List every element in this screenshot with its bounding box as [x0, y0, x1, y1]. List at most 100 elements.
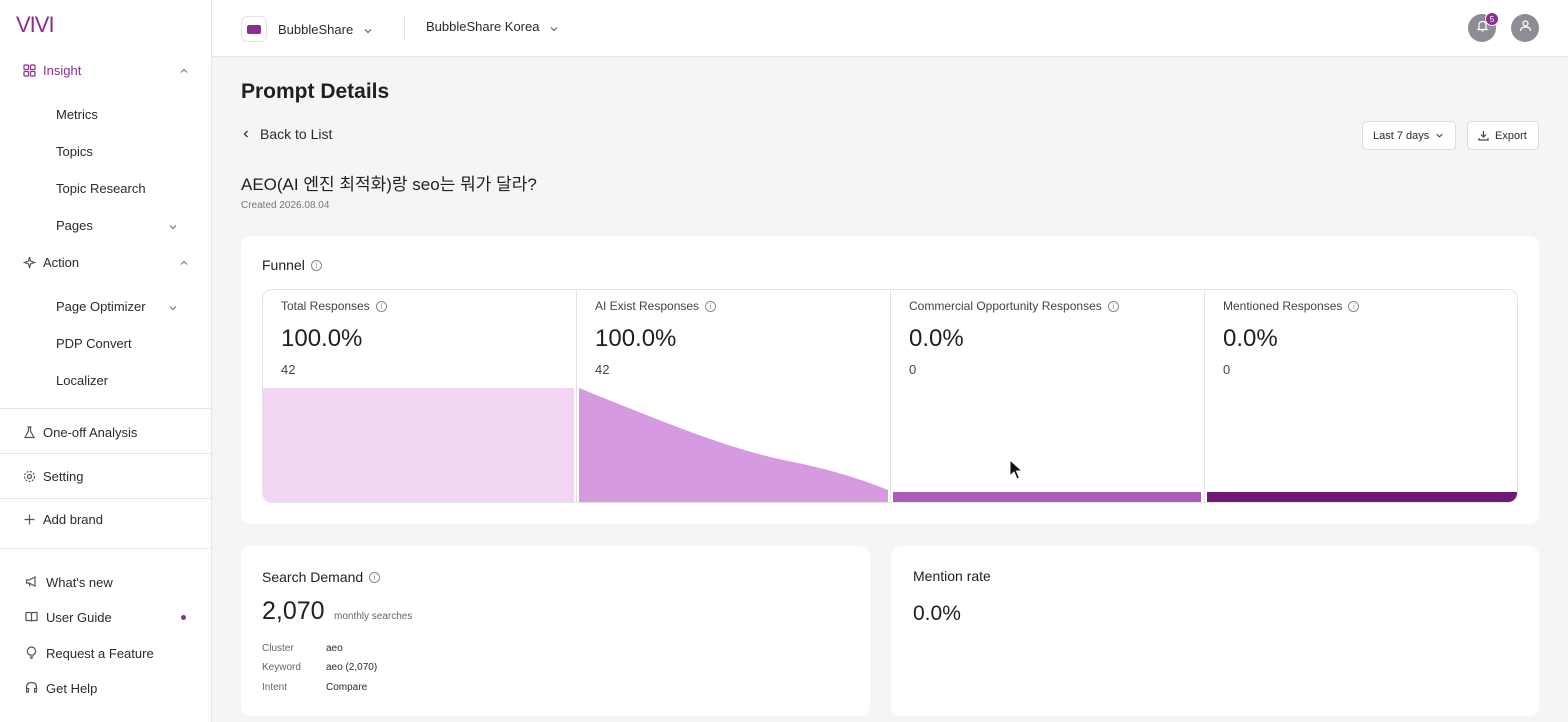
back-label: Back to List	[260, 126, 333, 142]
stage-percent: 0.0%	[909, 325, 964, 352]
info-icon[interactable]: i	[375, 300, 387, 312]
gear-icon	[22, 469, 36, 483]
brand-logo-icon	[241, 16, 267, 42]
sidebar-divider	[0, 548, 211, 549]
stage-label: Mentioned Responses i	[1223, 299, 1360, 313]
nav-setting-label: Setting	[43, 468, 84, 484]
chevron-down-icon	[1435, 131, 1444, 140]
info-icon[interactable]: i	[1107, 300, 1119, 312]
nav-whats-new-label: What's new	[46, 574, 113, 590]
funnel-chart: Total Responses i 100.0% 42 AI Exist Resp…	[262, 289, 1518, 503]
sidebar: VIVI Insight Metrics Topics Topic Resear…	[0, 0, 212, 722]
headset-icon	[25, 681, 39, 695]
chevron-down-icon	[168, 220, 178, 230]
info-icon[interactable]: i	[369, 571, 381, 583]
lightbulb-icon	[25, 646, 39, 660]
stage-percent: 100.0%	[595, 325, 677, 352]
funnel-title: Funnel i	[262, 257, 322, 273]
user-avatar[interactable]	[1511, 14, 1539, 42]
funnel-bar-mentioned	[1207, 492, 1517, 502]
mention-rate-title: Mention rate	[913, 568, 991, 584]
info-icon[interactable]: i	[310, 259, 322, 271]
stage-label-text: AI Exist Responses	[595, 299, 700, 313]
nav-topics[interactable]: Topics	[56, 143, 93, 159]
prompt-title: AEO(AI 엔진 최적화)랑 seo는 뭐가 달라?	[241, 175, 537, 194]
search-demand-title: Search Demand i	[262, 569, 381, 585]
top-header: BubbleShare BubbleShare Korea 5	[212, 0, 1568, 57]
app-logo: VIVI	[16, 12, 55, 37]
nav-insight-label: Insight	[43, 62, 82, 78]
info-icon[interactable]: i	[705, 300, 717, 312]
sidebar-divider	[0, 453, 211, 454]
mouse-cursor-icon	[1009, 459, 1024, 480]
funnel-stage-mentioned: Mentioned Responses i 0.0% 0	[1204, 290, 1517, 502]
nav-one-off-analysis[interactable]: One-off Analysis	[0, 414, 211, 450]
intent-key: Intent	[262, 682, 288, 693]
stage-label: Total Responses i	[281, 299, 387, 313]
funnel-bar-ai-exist	[579, 388, 888, 502]
page-title: Prompt Details	[241, 80, 390, 103]
cluster-key: Cluster	[262, 643, 294, 654]
header-divider	[404, 16, 405, 41]
stage-percent: 100.0%	[281, 325, 363, 352]
nav-action[interactable]: Action	[0, 244, 211, 280]
sidebar-divider	[0, 408, 211, 409]
nav-localizer[interactable]: Localizer	[56, 372, 109, 388]
grid-icon	[22, 63, 36, 77]
funnel-title-text: Funnel	[262, 257, 305, 273]
flask-icon	[22, 425, 36, 439]
chevron-left-icon	[243, 130, 248, 138]
back-to-list-link[interactable]: Back to List	[241, 126, 332, 142]
notification-badge: 5	[1485, 12, 1499, 26]
search-demand-value: 2,070	[262, 597, 325, 625]
chevron-down-icon	[363, 24, 373, 34]
mention-rate-value: 0.0%	[913, 602, 961, 625]
nav-pdp-convert[interactable]: PDP Convert	[56, 335, 132, 351]
date-range-button[interactable]: Last 7 days	[1362, 121, 1456, 150]
funnel-bar-commercial	[893, 492, 1201, 502]
region-name: BubbleShare Korea	[426, 19, 540, 34]
export-label: Export	[1495, 129, 1527, 142]
nav-topic-research[interactable]: Topic Research	[56, 180, 146, 196]
nav-action-label: Action	[43, 254, 80, 270]
nav-request-feature[interactable]: Request a Feature	[0, 638, 211, 668]
funnel-bar-total	[263, 388, 574, 502]
download-icon	[1478, 130, 1489, 141]
nav-metrics[interactable]: Metrics	[56, 106, 98, 122]
funnel-stage-commercial: Commercial Opportunity Responses i 0.0% 0	[890, 290, 1204, 502]
keyword-key: Keyword	[262, 662, 301, 673]
nav-user-guide[interactable]: User Guide	[0, 602, 211, 632]
brand-selector[interactable]: BubbleShare	[241, 16, 373, 42]
stage-label: Commercial Opportunity Responses i	[909, 299, 1119, 313]
nav-setting[interactable]: Setting	[0, 458, 211, 494]
intent-value: Compare	[326, 682, 368, 693]
keyword-value: aeo (2,070)	[326, 662, 378, 673]
export-button[interactable]: Export	[1467, 121, 1539, 150]
search-demand-unit: monthly searches	[334, 611, 413, 622]
nav-pages[interactable]: Pages	[56, 210, 196, 240]
stage-label: AI Exist Responses i	[595, 299, 717, 313]
funnel-stage-ai-exist: AI Exist Responses i 100.0% 42	[576, 290, 890, 502]
nav-add-brand[interactable]: Add brand	[0, 501, 211, 537]
stage-label-text: Total Responses	[281, 299, 370, 313]
sparkle-icon	[22, 255, 36, 269]
nav-add-brand-label: Add brand	[43, 511, 103, 527]
date-range-label: Last 7 days	[1373, 129, 1430, 142]
nav-user-guide-label: User Guide	[46, 609, 112, 625]
nav-page-optimizer[interactable]: Page Optimizer	[56, 291, 196, 321]
search-demand-card	[241, 546, 870, 716]
nav-get-help[interactable]: Get Help	[0, 673, 211, 703]
chevron-down-icon	[168, 301, 178, 311]
nav-whats-new[interactable]: What's new	[0, 567, 211, 597]
funnel-shapes	[263, 388, 1517, 502]
plus-icon	[22, 512, 36, 526]
book-icon	[25, 610, 39, 624]
region-selector[interactable]: BubbleShare Korea	[426, 19, 559, 34]
info-icon[interactable]: i	[1348, 300, 1360, 312]
nav-insight[interactable]: Insight	[0, 52, 211, 88]
stage-label-text: Mentioned Responses	[1223, 299, 1343, 313]
nav-request-feature-label: Request a Feature	[46, 645, 154, 661]
stage-count: 42	[281, 362, 296, 377]
nav-page-optimizer-label: Page Optimizer	[56, 298, 146, 314]
stage-count: 0	[1223, 362, 1231, 377]
